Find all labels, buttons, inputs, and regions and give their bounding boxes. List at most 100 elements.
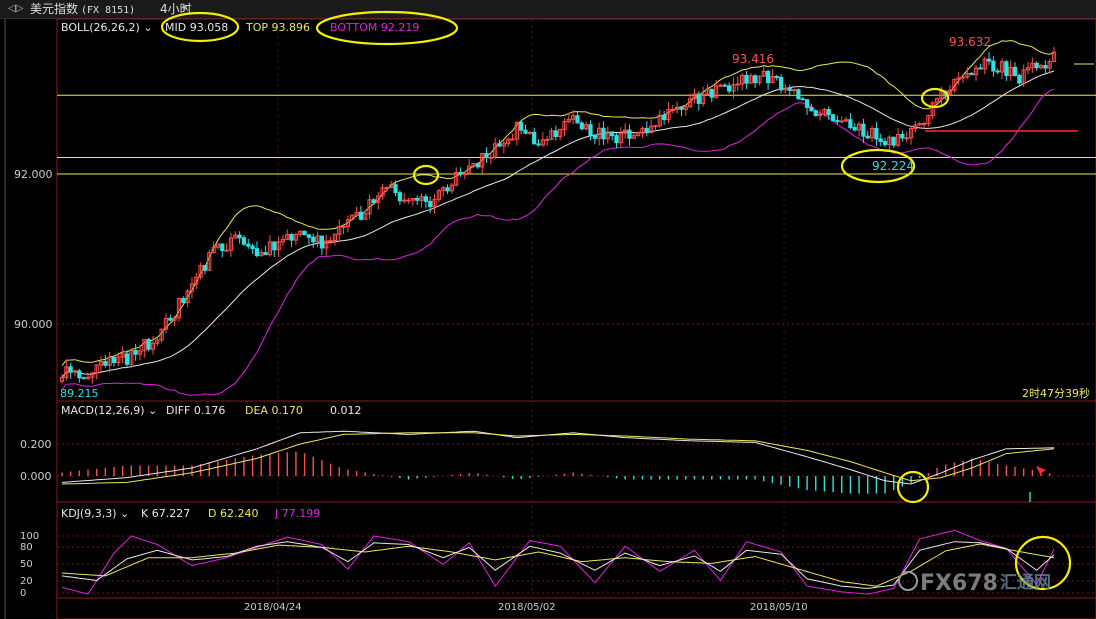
candle [94, 364, 99, 374]
candle [835, 120, 840, 123]
candle [371, 199, 376, 204]
candle [107, 356, 112, 366]
candle [675, 106, 680, 111]
candle [614, 135, 619, 144]
nav-arrows-icon[interactable]: ◁▷ [8, 3, 24, 14]
candle [120, 353, 125, 358]
candle [254, 248, 260, 257]
period-selector[interactable]: 4小时 [160, 2, 192, 16]
candle [124, 353, 130, 365]
candle [315, 235, 320, 243]
kdj-tick-label: 20 [20, 576, 33, 587]
candle [960, 76, 966, 79]
candle [995, 70, 1000, 73]
candle [939, 90, 944, 100]
candle [1012, 66, 1018, 76]
candle [701, 93, 706, 104]
candle [813, 110, 818, 116]
symbol-title: 美元指数 (FX 8151) [30, 2, 136, 16]
candle [198, 265, 203, 278]
candle [449, 184, 454, 192]
candle [246, 243, 251, 247]
candle [861, 123, 866, 137]
candle [649, 125, 654, 134]
date-tick-label: 2018/05/10 [750, 602, 808, 613]
candle [869, 128, 875, 139]
boll-legend: BOLL(26,26,2) ⌄ [61, 21, 153, 34]
candle [718, 84, 723, 87]
candle [1008, 66, 1013, 77]
candle [181, 298, 186, 304]
candle [917, 123, 922, 126]
kdj-legend: KDJ(9,3,3) ⌄ [61, 507, 129, 520]
candle [1051, 51, 1057, 63]
candle [228, 237, 234, 251]
candle [493, 143, 498, 158]
candle [765, 70, 771, 84]
candle [155, 339, 160, 344]
candle [276, 241, 281, 251]
candle [627, 129, 632, 139]
candle [562, 121, 567, 131]
candle [475, 163, 480, 168]
candle [683, 106, 688, 110]
candle [843, 119, 849, 122]
candle [64, 366, 69, 379]
macd-diff-value: DIFF 0.176 [166, 404, 225, 417]
candle [908, 128, 914, 139]
candle [692, 93, 697, 100]
candle [696, 93, 701, 104]
candle [345, 219, 351, 227]
candle [714, 85, 719, 98]
chevron-down-icon[interactable]: ▾ [182, 3, 188, 14]
highlight-ellipse [412, 164, 440, 186]
candle [224, 249, 229, 252]
candle [640, 127, 645, 134]
candle [558, 129, 563, 137]
kdj-k-line [61, 541, 1055, 589]
candle [480, 153, 485, 168]
candle [999, 61, 1005, 73]
candle [324, 240, 329, 249]
candle [402, 199, 407, 202]
candle [623, 129, 628, 134]
candle [350, 214, 355, 221]
candle [267, 241, 273, 256]
candle [731, 84, 736, 92]
candle [142, 339, 147, 352]
candle [778, 76, 784, 91]
kdj-d-line [61, 543, 1055, 587]
candle [146, 339, 151, 350]
candle [1030, 62, 1035, 69]
candle [631, 135, 636, 139]
kdj-tick-label: 50 [20, 559, 33, 570]
candle [1017, 74, 1022, 84]
candle [822, 109, 827, 115]
candle [137, 350, 143, 355]
boll-top-value: TOP 93.896 [245, 21, 310, 34]
candle [510, 138, 515, 141]
candle [891, 136, 896, 146]
candle [445, 187, 450, 192]
candle [1047, 61, 1052, 69]
candle [545, 138, 550, 141]
candle [441, 187, 446, 192]
candle [393, 184, 398, 194]
candle [129, 350, 134, 365]
high-label: 93.416 [732, 52, 774, 66]
candle [376, 195, 381, 204]
candle [965, 73, 970, 78]
candle [172, 317, 177, 321]
candle [189, 283, 195, 292]
kdj-k-value: K 67.227 [141, 507, 190, 520]
candle [887, 136, 892, 146]
candle [774, 76, 779, 79]
candle [185, 290, 190, 304]
candle [839, 120, 844, 123]
candle [644, 127, 649, 134]
candle [969, 73, 974, 76]
candle [757, 75, 762, 84]
candle [986, 58, 992, 62]
kdj-tick-label: 0 [20, 588, 26, 599]
